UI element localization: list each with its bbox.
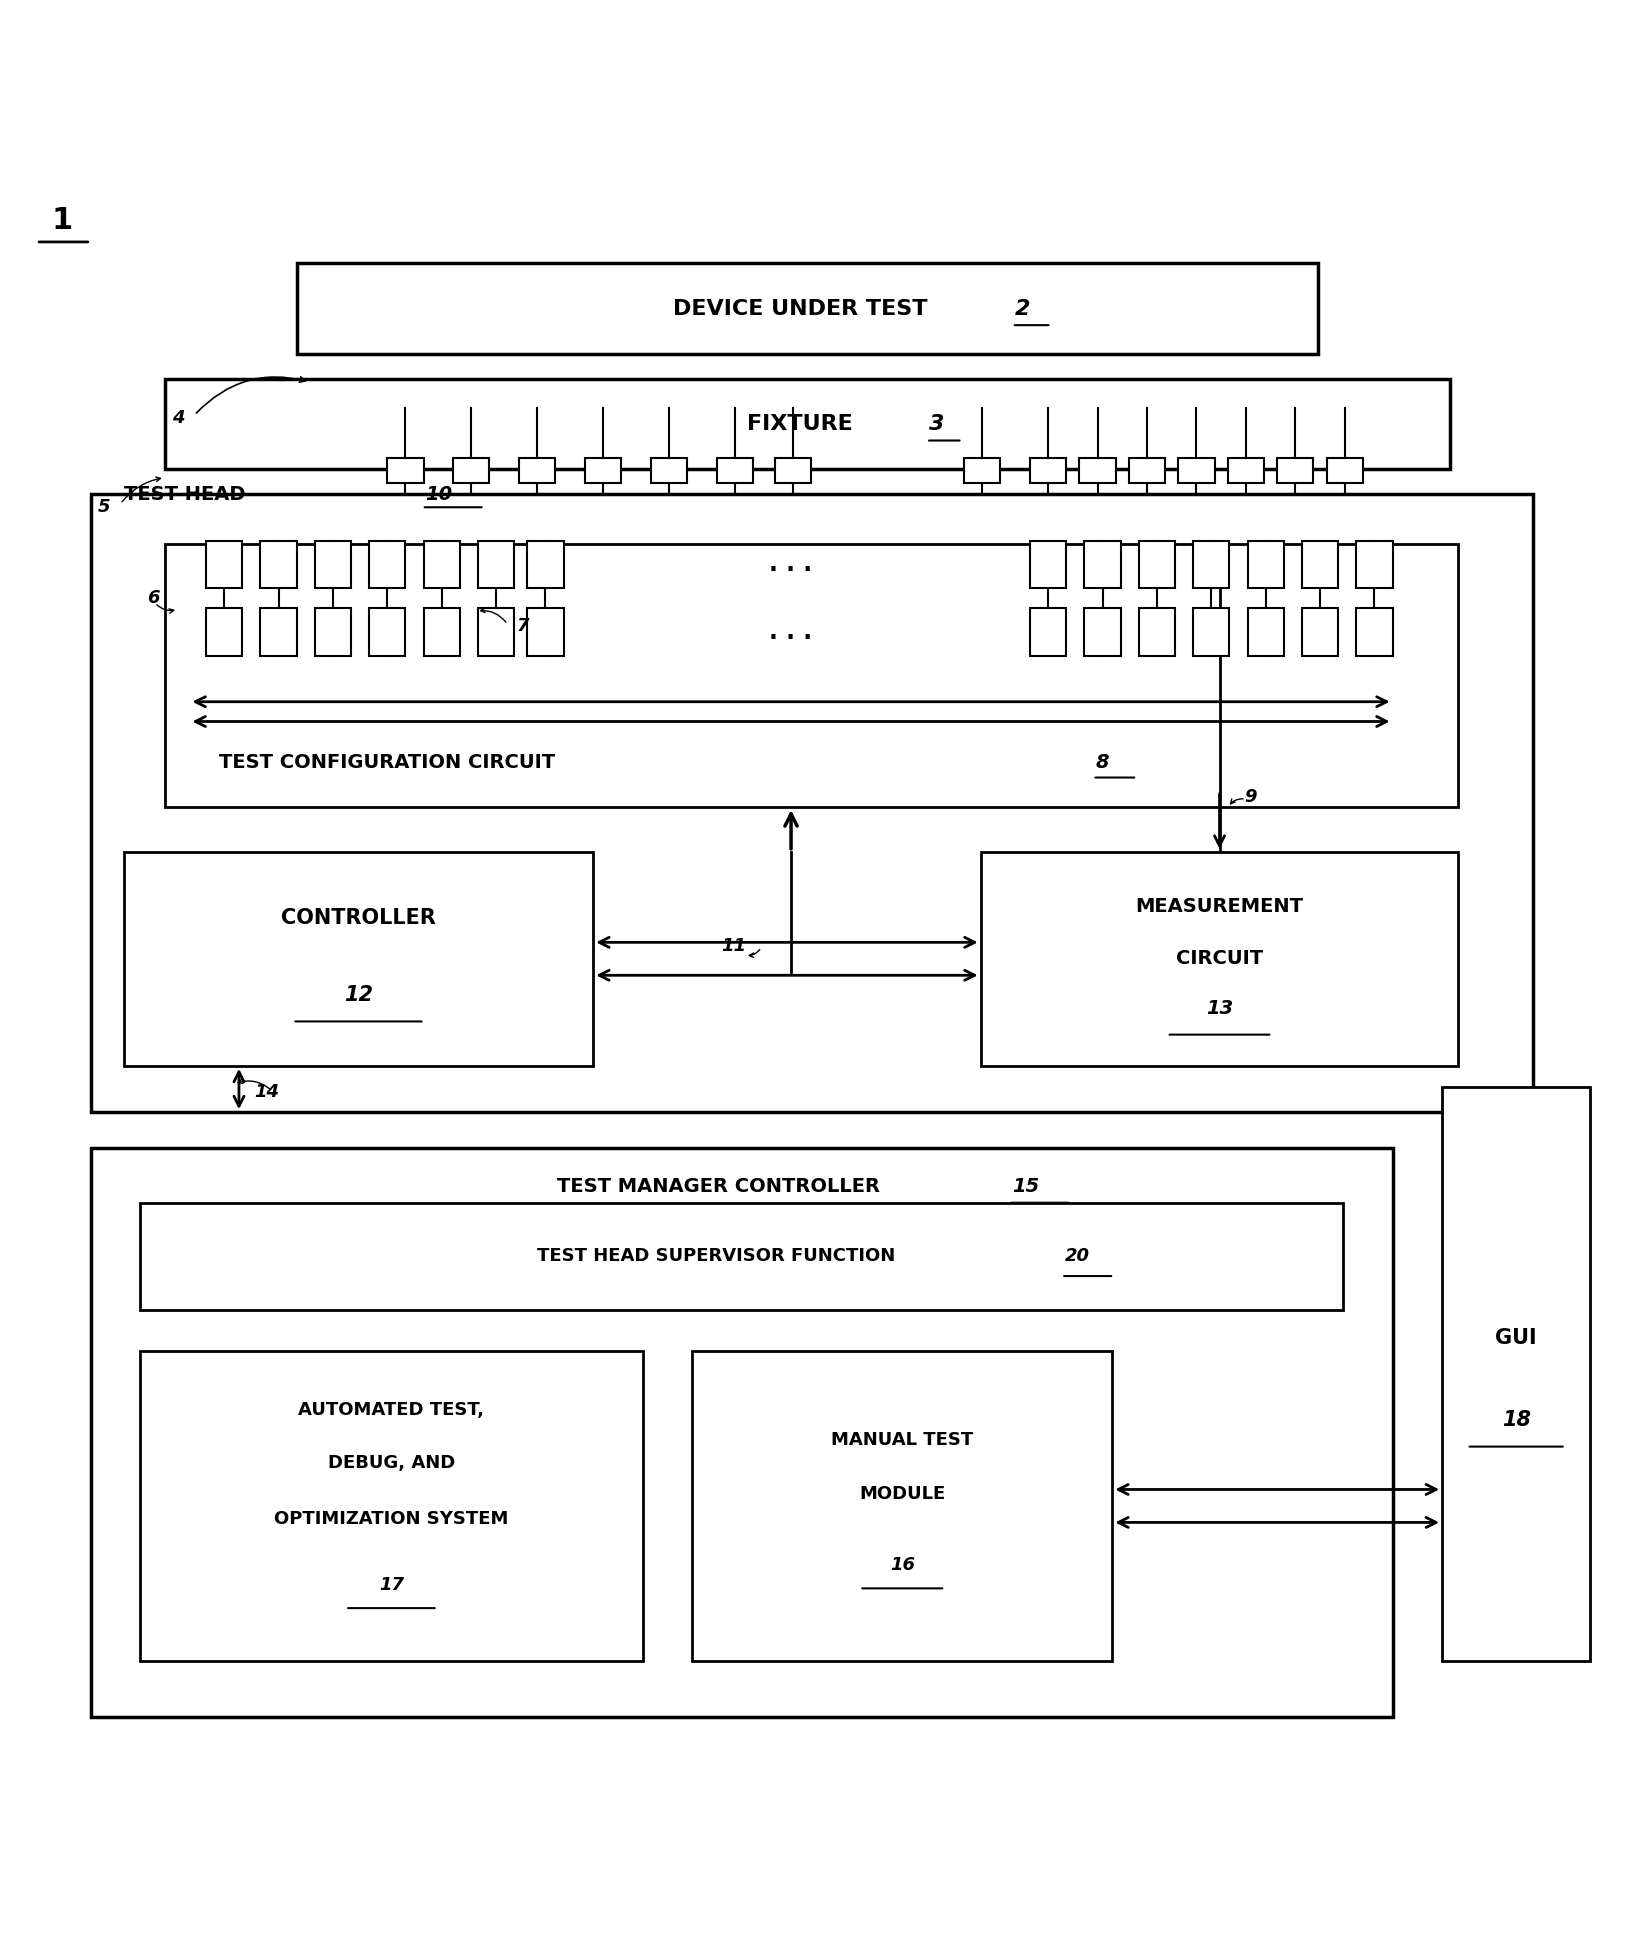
FancyBboxPatch shape	[478, 608, 514, 655]
Text: CIRCUIT: CIRCUIT	[1177, 949, 1262, 968]
FancyBboxPatch shape	[315, 608, 351, 655]
FancyBboxPatch shape	[206, 540, 242, 587]
Text: 1: 1	[53, 206, 73, 235]
Text: 3: 3	[929, 414, 944, 434]
FancyBboxPatch shape	[1277, 459, 1313, 482]
Text: 13: 13	[1206, 999, 1233, 1019]
FancyBboxPatch shape	[1302, 608, 1338, 655]
Text: 18: 18	[1501, 1409, 1531, 1431]
FancyBboxPatch shape	[124, 851, 593, 1065]
FancyBboxPatch shape	[478, 540, 514, 587]
FancyBboxPatch shape	[1302, 540, 1338, 587]
FancyBboxPatch shape	[981, 851, 1458, 1065]
FancyBboxPatch shape	[424, 608, 460, 655]
FancyBboxPatch shape	[651, 459, 687, 482]
FancyBboxPatch shape	[527, 608, 564, 655]
FancyBboxPatch shape	[387, 459, 424, 482]
FancyBboxPatch shape	[1228, 459, 1264, 482]
Text: 14: 14	[254, 1083, 280, 1102]
FancyBboxPatch shape	[1129, 459, 1165, 482]
Text: FIXTURE: FIXTURE	[747, 414, 868, 434]
FancyBboxPatch shape	[1442, 1087, 1590, 1660]
FancyBboxPatch shape	[165, 379, 1450, 469]
Text: OPTIMIZATION SYSTEM: OPTIMIZATION SYSTEM	[274, 1510, 509, 1528]
FancyBboxPatch shape	[1084, 540, 1121, 587]
FancyBboxPatch shape	[1248, 608, 1284, 655]
Text: 4: 4	[171, 410, 185, 428]
FancyBboxPatch shape	[369, 608, 405, 655]
FancyBboxPatch shape	[165, 544, 1458, 807]
Text: GUI: GUI	[1495, 1328, 1538, 1347]
Text: MODULE: MODULE	[859, 1485, 946, 1503]
Text: 20: 20	[1065, 1248, 1089, 1266]
FancyBboxPatch shape	[91, 1149, 1393, 1717]
Text: TEST HEAD: TEST HEAD	[124, 484, 259, 503]
FancyBboxPatch shape	[1030, 459, 1066, 482]
FancyBboxPatch shape	[527, 540, 564, 587]
Text: TEST HEAD SUPERVISOR FUNCTION: TEST HEAD SUPERVISOR FUNCTION	[537, 1248, 913, 1266]
Text: DEBUG, AND: DEBUG, AND	[328, 1454, 455, 1472]
FancyBboxPatch shape	[206, 608, 242, 655]
FancyBboxPatch shape	[775, 459, 811, 482]
FancyBboxPatch shape	[1356, 608, 1393, 655]
FancyBboxPatch shape	[1030, 608, 1066, 655]
FancyBboxPatch shape	[1139, 608, 1175, 655]
FancyBboxPatch shape	[315, 540, 351, 587]
Text: MEASUREMENT: MEASUREMENT	[1135, 896, 1304, 916]
Text: TEST MANAGER CONTROLLER: TEST MANAGER CONTROLLER	[557, 1176, 893, 1196]
FancyBboxPatch shape	[424, 540, 460, 587]
Text: . . .: . . .	[770, 620, 812, 643]
Text: . . .: . . .	[770, 552, 812, 577]
Text: 12: 12	[344, 986, 372, 1005]
Text: 11: 11	[720, 937, 747, 955]
Text: DEVICE UNDER TEST: DEVICE UNDER TEST	[672, 299, 943, 319]
FancyBboxPatch shape	[260, 540, 297, 587]
Text: 15: 15	[1012, 1176, 1040, 1196]
FancyBboxPatch shape	[297, 262, 1318, 354]
Text: AUTOMATED TEST,: AUTOMATED TEST,	[298, 1402, 485, 1419]
FancyBboxPatch shape	[1084, 608, 1121, 655]
Text: 5: 5	[97, 498, 110, 517]
FancyBboxPatch shape	[1079, 459, 1116, 482]
Text: 10: 10	[425, 484, 453, 503]
FancyBboxPatch shape	[1178, 459, 1215, 482]
FancyBboxPatch shape	[585, 459, 621, 482]
FancyBboxPatch shape	[453, 459, 489, 482]
FancyBboxPatch shape	[140, 1351, 643, 1660]
Text: CONTROLLER: CONTROLLER	[282, 908, 435, 927]
FancyBboxPatch shape	[1139, 540, 1175, 587]
FancyBboxPatch shape	[1248, 540, 1284, 587]
Text: 17: 17	[379, 1577, 404, 1594]
FancyBboxPatch shape	[260, 608, 297, 655]
Text: TEST CONFIGURATION CIRCUIT: TEST CONFIGURATION CIRCUIT	[219, 752, 569, 772]
FancyBboxPatch shape	[140, 1203, 1343, 1310]
Text: 8: 8	[1096, 752, 1109, 772]
FancyBboxPatch shape	[1193, 608, 1229, 655]
FancyBboxPatch shape	[717, 459, 753, 482]
Text: 7: 7	[516, 616, 529, 636]
FancyBboxPatch shape	[91, 494, 1533, 1112]
FancyBboxPatch shape	[1356, 540, 1393, 587]
Text: 2: 2	[1015, 299, 1030, 319]
FancyBboxPatch shape	[1193, 540, 1229, 587]
Text: 16: 16	[890, 1557, 915, 1575]
FancyBboxPatch shape	[369, 540, 405, 587]
Text: 9: 9	[1244, 789, 1257, 807]
FancyBboxPatch shape	[692, 1351, 1112, 1660]
Text: MANUAL TEST: MANUAL TEST	[831, 1431, 974, 1448]
FancyBboxPatch shape	[519, 459, 555, 482]
FancyBboxPatch shape	[1327, 459, 1363, 482]
FancyBboxPatch shape	[1030, 540, 1066, 587]
FancyBboxPatch shape	[964, 459, 1000, 482]
Text: 6: 6	[147, 589, 160, 607]
